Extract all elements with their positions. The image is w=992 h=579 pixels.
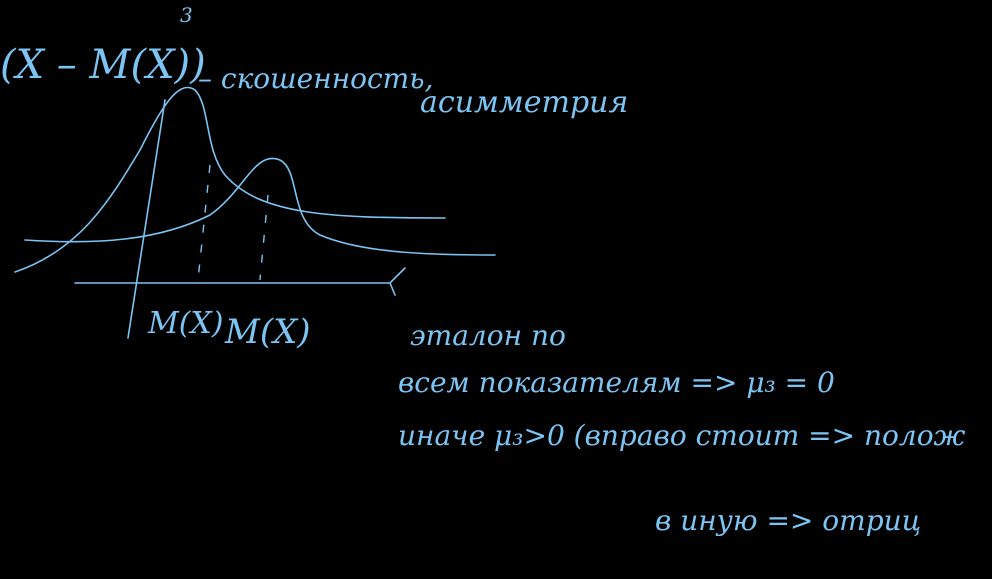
term: – скошенность, [198,62,433,95]
power: 3 [180,3,193,27]
note-line: иначе μ₃>0 (вправо стоит => полож [398,419,966,452]
formula: (X – M(X)) [0,42,206,88]
term2: асимметрия [420,85,628,120]
axis-label: M(X) [224,312,311,352]
x-axis [74,267,406,296]
mean-line [259,194,269,281]
y-axis [127,99,166,339]
curve-left [14,86,446,273]
note-line: всем показателям => μ₃ = 0 [398,366,835,399]
curve-right [24,157,496,256]
note-line: в иную => отриц [655,504,921,537]
note-line: эталон по [410,319,566,352]
axis-label: M(X) [147,306,223,341]
